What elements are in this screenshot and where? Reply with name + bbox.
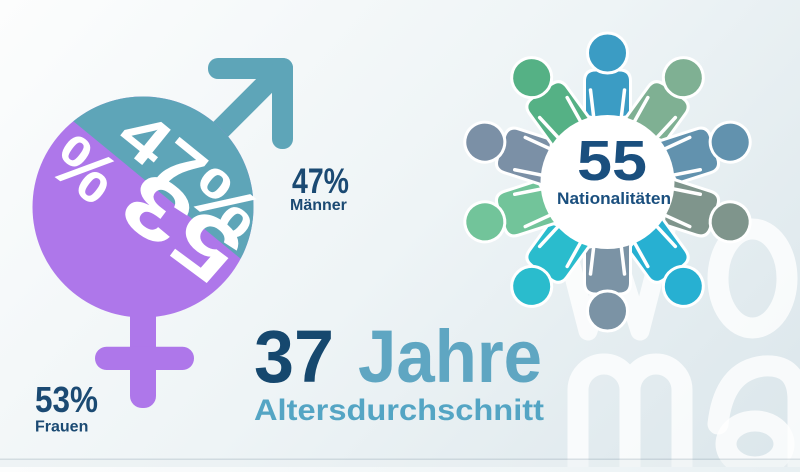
svg-text:53%: 53% bbox=[35, 379, 98, 420]
svg-text:47%: 47% bbox=[292, 162, 349, 201]
svg-text:Männer: Männer bbox=[290, 197, 347, 214]
svg-text:Frauen: Frauen bbox=[35, 419, 88, 436]
svg-text:37: 37 bbox=[254, 315, 334, 398]
svg-text:Jahre: Jahre bbox=[358, 315, 542, 398]
svg-text:Nationalitäten: Nationalitäten bbox=[557, 189, 671, 208]
svg-text:Altersdurchschnitt: Altersdurchschnitt bbox=[254, 394, 544, 427]
svg-text:55: 55 bbox=[577, 129, 647, 193]
